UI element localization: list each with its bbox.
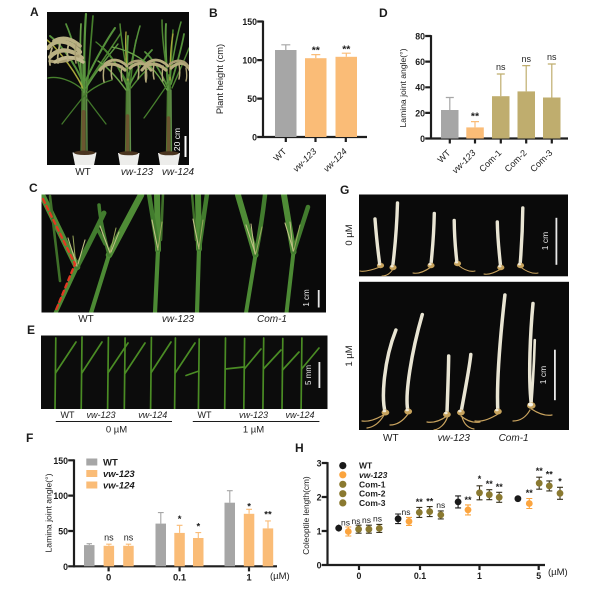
svg-text:0: 0 bbox=[63, 562, 68, 572]
svg-text:vw-124: vw-124 bbox=[103, 481, 135, 492]
svg-text:1 µM: 1 µM bbox=[243, 425, 264, 436]
svg-text:ns: ns bbox=[496, 62, 506, 72]
svg-text:Com-2: Com-2 bbox=[359, 489, 386, 499]
svg-text:E: E bbox=[27, 323, 35, 337]
svg-text:ns: ns bbox=[124, 533, 134, 543]
svg-text:1 cm: 1 cm bbox=[302, 289, 311, 307]
svg-text:WT: WT bbox=[198, 410, 212, 420]
svg-text:**: ** bbox=[546, 470, 554, 480]
svg-text:Com-1: Com-1 bbox=[359, 479, 386, 489]
svg-text:0: 0 bbox=[317, 561, 322, 571]
svg-text:Lamina joint angle(°): Lamina joint angle(°) bbox=[44, 473, 54, 552]
svg-text:Coleoptile length(cm): Coleoptile length(cm) bbox=[301, 476, 311, 555]
svg-text:2: 2 bbox=[317, 493, 322, 503]
svg-text:vw-124: vw-124 bbox=[138, 410, 167, 420]
svg-text:ns: ns bbox=[547, 52, 557, 62]
svg-text:80: 80 bbox=[415, 32, 425, 42]
svg-text:C: C bbox=[29, 181, 38, 195]
svg-text:D: D bbox=[379, 6, 388, 20]
svg-text:vw-123: vw-123 bbox=[359, 470, 388, 480]
svg-text:*: * bbox=[558, 477, 562, 487]
svg-text:WT: WT bbox=[75, 167, 91, 178]
svg-text:50: 50 bbox=[58, 527, 68, 537]
svg-text:Com-1: Com-1 bbox=[499, 433, 529, 444]
svg-text:*: * bbox=[196, 521, 200, 532]
svg-text:1: 1 bbox=[317, 527, 322, 537]
svg-text:vw-123: vw-123 bbox=[438, 433, 471, 444]
svg-text:vw-124: vw-124 bbox=[285, 410, 314, 420]
svg-text:1: 1 bbox=[246, 573, 252, 584]
svg-text:**: ** bbox=[312, 45, 321, 57]
svg-text:*: * bbox=[478, 474, 482, 484]
svg-text:0 µM: 0 µM bbox=[106, 425, 127, 436]
svg-text:WT: WT bbox=[103, 458, 118, 469]
svg-text:A: A bbox=[30, 5, 39, 19]
svg-text:150: 150 bbox=[242, 17, 257, 27]
svg-text:vw-123: vw-123 bbox=[121, 167, 154, 178]
svg-text:WT: WT bbox=[359, 461, 373, 471]
svg-text:150: 150 bbox=[53, 456, 68, 466]
svg-text:ns: ns bbox=[362, 515, 371, 525]
svg-text:**: ** bbox=[536, 466, 544, 476]
svg-text:vw-123: vw-123 bbox=[162, 314, 195, 325]
svg-text:*: * bbox=[247, 502, 251, 513]
svg-text:3: 3 bbox=[317, 459, 322, 469]
svg-text:vw-123: vw-123 bbox=[103, 469, 135, 480]
svg-text:5 mm: 5 mm bbox=[304, 365, 313, 385]
svg-text:**: ** bbox=[496, 482, 504, 492]
svg-text:40: 40 bbox=[415, 83, 425, 93]
svg-text:100: 100 bbox=[242, 56, 257, 66]
svg-text:20 cm: 20 cm bbox=[172, 128, 182, 151]
svg-text:5: 5 bbox=[536, 571, 541, 581]
svg-text:ns: ns bbox=[341, 518, 350, 528]
svg-text:ns: ns bbox=[352, 516, 361, 526]
svg-text:**: ** bbox=[464, 495, 472, 505]
svg-text:*: * bbox=[178, 514, 182, 525]
svg-text:50: 50 bbox=[247, 94, 257, 104]
svg-text:(µM): (µM) bbox=[270, 571, 290, 582]
svg-text:F: F bbox=[26, 431, 33, 445]
svg-text:**: ** bbox=[526, 488, 534, 498]
svg-text:1 cm: 1 cm bbox=[538, 366, 548, 384]
svg-text:1: 1 bbox=[477, 571, 482, 581]
svg-text:ns: ns bbox=[373, 514, 382, 524]
svg-text:(µM): (µM) bbox=[548, 567, 568, 578]
svg-text:Com-1: Com-1 bbox=[257, 314, 287, 325]
svg-text:0.1: 0.1 bbox=[173, 573, 187, 584]
svg-text:Com-3: Com-3 bbox=[359, 498, 386, 508]
svg-text:0: 0 bbox=[420, 134, 425, 144]
svg-text:1 µM: 1 µM bbox=[344, 345, 355, 366]
svg-text:vw-123: vw-123 bbox=[86, 410, 115, 420]
svg-text:ns: ns bbox=[521, 54, 531, 64]
svg-text:B: B bbox=[209, 6, 218, 20]
svg-text:0 µM: 0 µM bbox=[344, 224, 355, 245]
svg-text:WT: WT bbox=[61, 410, 75, 420]
svg-text:Plant height (cm): Plant height (cm) bbox=[215, 44, 225, 114]
svg-text:0: 0 bbox=[357, 571, 362, 581]
svg-text:100: 100 bbox=[53, 491, 68, 501]
svg-text:vw-123: vw-123 bbox=[239, 410, 268, 420]
svg-text:ns: ns bbox=[436, 500, 445, 510]
svg-text:0: 0 bbox=[106, 573, 111, 584]
svg-text:**: ** bbox=[486, 479, 494, 489]
svg-text:vw-124: vw-124 bbox=[162, 167, 195, 178]
svg-text:H: H bbox=[295, 441, 304, 455]
svg-text:20: 20 bbox=[415, 109, 425, 119]
svg-text:**: ** bbox=[264, 510, 272, 521]
svg-text:ns: ns bbox=[104, 533, 114, 543]
svg-text:**: ** bbox=[416, 497, 424, 507]
svg-text:0.1: 0.1 bbox=[414, 571, 426, 581]
svg-text:**: ** bbox=[342, 44, 351, 56]
svg-text:G: G bbox=[340, 183, 349, 197]
svg-text:Lamina joint angle(°): Lamina joint angle(°) bbox=[398, 48, 408, 127]
svg-text:0: 0 bbox=[252, 133, 257, 143]
svg-text:**: ** bbox=[426, 497, 434, 507]
svg-text:60: 60 bbox=[415, 57, 425, 67]
svg-text:ns: ns bbox=[402, 507, 411, 517]
svg-text:WT: WT bbox=[383, 433, 399, 444]
svg-text:**: ** bbox=[471, 111, 480, 123]
svg-text:WT: WT bbox=[78, 314, 94, 325]
svg-text:1 cm: 1 cm bbox=[540, 232, 550, 250]
